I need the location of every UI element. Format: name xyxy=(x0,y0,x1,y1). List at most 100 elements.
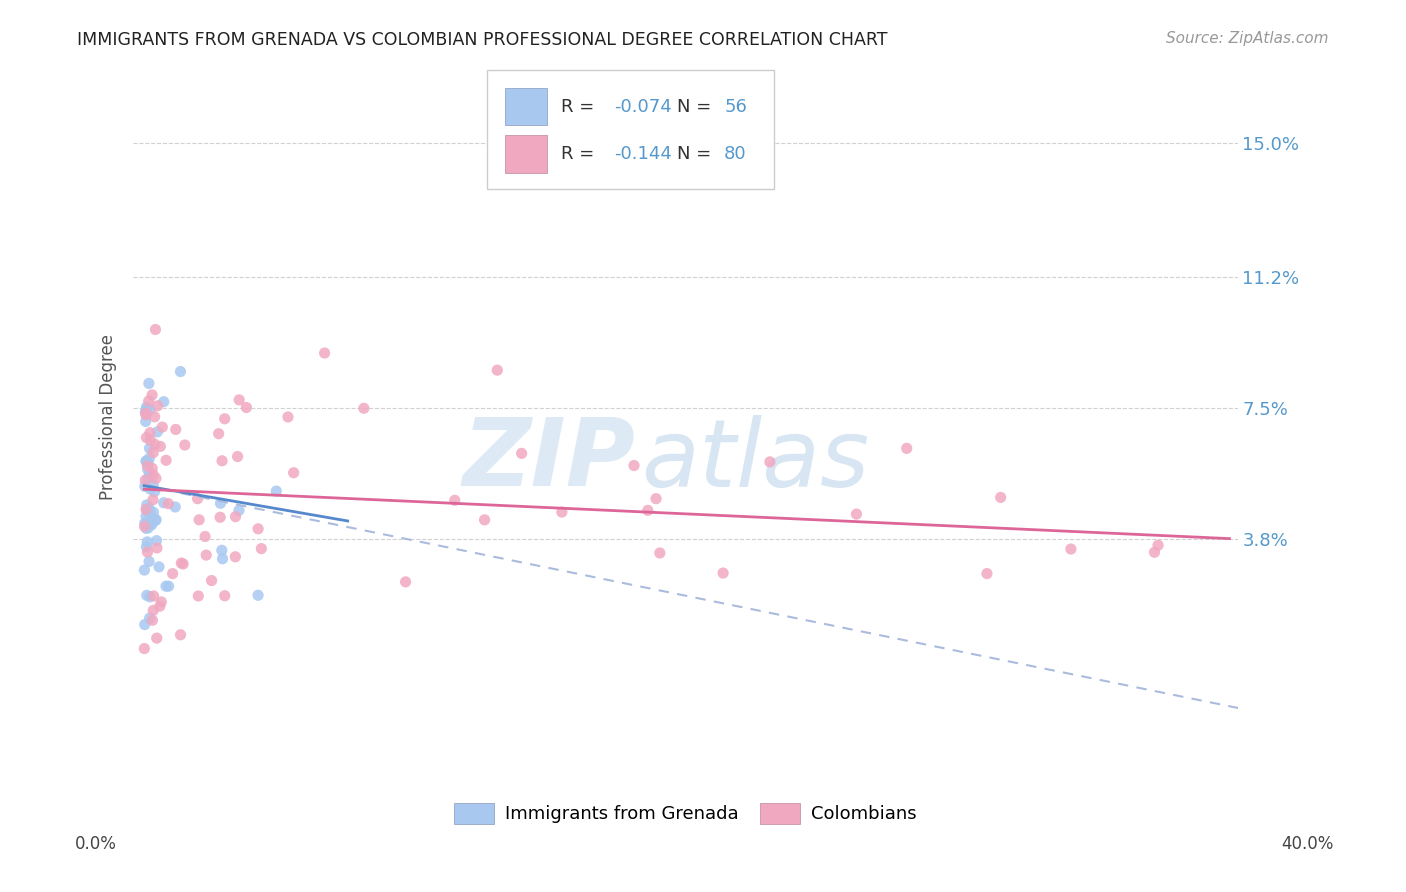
Point xyxy=(976,566,998,581)
Point xyxy=(283,466,305,480)
Point xyxy=(134,563,156,577)
Point xyxy=(645,491,668,506)
Point xyxy=(136,456,159,470)
Bar xyxy=(506,136,547,173)
Point xyxy=(353,401,375,416)
Point xyxy=(135,498,157,512)
Point xyxy=(211,454,233,468)
Text: atlas: atlas xyxy=(641,415,869,506)
Point xyxy=(138,554,160,568)
Point xyxy=(155,579,177,593)
Text: Source: ZipAtlas.com: Source: ZipAtlas.com xyxy=(1166,31,1329,46)
Point xyxy=(142,478,165,492)
Point xyxy=(207,426,229,441)
Point xyxy=(150,420,173,434)
Point xyxy=(141,613,163,627)
Point xyxy=(136,458,159,473)
FancyBboxPatch shape xyxy=(486,70,773,189)
Point xyxy=(146,425,169,439)
Point xyxy=(194,529,217,543)
Point xyxy=(136,502,159,516)
Point xyxy=(149,439,172,453)
Point xyxy=(145,533,167,548)
Point xyxy=(214,589,236,603)
Point xyxy=(143,437,166,451)
Point xyxy=(145,322,167,336)
Point xyxy=(896,442,918,456)
Point xyxy=(250,541,273,556)
Point xyxy=(169,365,191,379)
Point xyxy=(1143,545,1166,559)
Point xyxy=(165,422,187,436)
Point xyxy=(211,543,233,558)
Point xyxy=(172,557,194,571)
Point xyxy=(136,534,159,549)
Point xyxy=(138,394,160,409)
Point xyxy=(135,431,157,445)
Point xyxy=(134,473,156,487)
Point xyxy=(845,507,868,521)
Text: 0.0%: 0.0% xyxy=(75,835,117,853)
Text: N =: N = xyxy=(676,97,717,115)
Point xyxy=(139,483,162,497)
Point xyxy=(152,394,174,409)
Point xyxy=(135,502,157,516)
Point xyxy=(136,471,159,485)
Point xyxy=(486,363,509,377)
Bar xyxy=(506,87,547,125)
Point xyxy=(226,450,249,464)
Point xyxy=(209,510,232,524)
Point xyxy=(141,388,163,402)
Point xyxy=(138,501,160,516)
Point xyxy=(139,402,162,417)
Point xyxy=(135,406,157,420)
Point xyxy=(145,471,167,485)
Point xyxy=(139,590,162,604)
Point xyxy=(209,496,232,510)
Point xyxy=(157,579,180,593)
Point xyxy=(139,507,162,521)
Point xyxy=(134,479,156,493)
Point xyxy=(990,491,1012,505)
Point xyxy=(145,513,167,527)
Point xyxy=(277,409,299,424)
Point xyxy=(188,513,211,527)
Point xyxy=(135,521,157,535)
Point xyxy=(138,451,160,466)
Text: ZIP: ZIP xyxy=(463,414,636,507)
Point xyxy=(187,491,209,506)
Point xyxy=(136,545,159,559)
Point xyxy=(135,414,157,428)
Point xyxy=(165,500,187,514)
Point xyxy=(141,461,163,475)
Text: IMMIGRANTS FROM GRENADA VS COLOMBIAN PROFESSIONAL DEGREE CORRELATION CHART: IMMIGRANTS FROM GRENADA VS COLOMBIAN PRO… xyxy=(77,31,887,49)
Point xyxy=(170,556,193,570)
Text: 40.0%: 40.0% xyxy=(1281,835,1334,853)
Point xyxy=(136,462,159,476)
Point xyxy=(142,467,165,482)
Point xyxy=(142,603,165,617)
Point xyxy=(139,425,162,440)
Point xyxy=(214,412,236,426)
Point xyxy=(551,505,574,519)
Point xyxy=(136,503,159,517)
Point xyxy=(228,503,250,517)
Point xyxy=(150,595,173,609)
Text: R =: R = xyxy=(561,97,600,115)
Point xyxy=(162,566,184,581)
Point xyxy=(266,484,288,499)
Point xyxy=(139,467,162,481)
Point xyxy=(135,454,157,468)
Point xyxy=(143,484,166,499)
Text: -0.144: -0.144 xyxy=(613,145,672,163)
Point xyxy=(394,574,416,589)
Point xyxy=(200,574,222,588)
Point xyxy=(510,446,533,460)
Point xyxy=(135,588,157,602)
Point xyxy=(711,566,734,580)
Point xyxy=(623,458,645,473)
Point xyxy=(136,521,159,535)
Point xyxy=(211,551,233,566)
Point xyxy=(637,503,659,517)
Point xyxy=(247,522,270,536)
